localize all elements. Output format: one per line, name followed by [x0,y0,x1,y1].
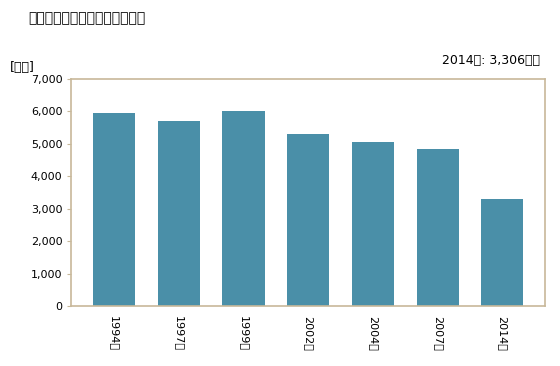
Bar [93,113,135,306]
Bar [158,121,200,306]
Bar [287,134,329,306]
Text: [店舗]: [店舗] [10,61,35,74]
Text: 2014年: 3,306店舗: 2014年: 3,306店舗 [442,54,540,67]
Bar [482,199,524,306]
Bar [222,111,264,306]
Bar [352,142,394,306]
Bar [417,149,459,306]
Text: その他の小売業の店舗数の推移: その他の小売業の店舗数の推移 [28,11,145,25]
